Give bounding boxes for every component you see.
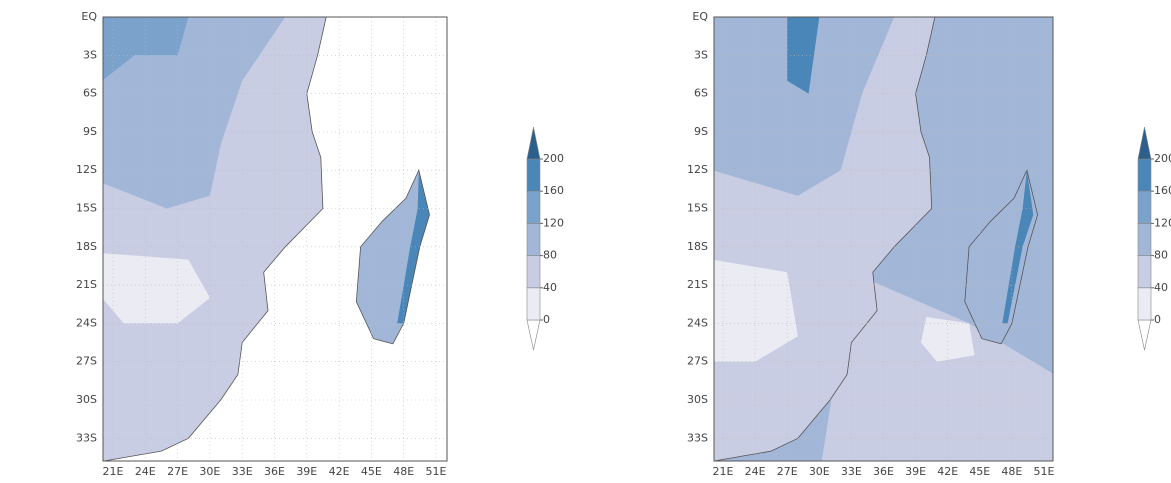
lat-label: 15S bbox=[76, 202, 97, 215]
lon-label: 27E bbox=[777, 465, 798, 478]
colorbar-over bbox=[1138, 127, 1151, 159]
colorbar-label: 120 bbox=[543, 216, 564, 229]
lon-label: 30E bbox=[199, 465, 220, 478]
lon-label: 36E bbox=[264, 465, 285, 478]
lon-label: 45E bbox=[969, 465, 990, 478]
colorbar-label: 40 bbox=[1154, 281, 1168, 294]
map-figure: 21E 24E 27E 30E 33E 36E 39E 42E 45E 48E 51E EQ 3S 6S 9… bbox=[0, 0, 1171, 483]
colorbar-segment bbox=[527, 191, 540, 223]
colorbar-segment bbox=[527, 159, 540, 191]
colorbar-label: 200 bbox=[543, 152, 564, 165]
lat-label: 27S bbox=[687, 355, 708, 368]
colorbar: 0 40 80 120 160 200 bbox=[1138, 127, 1171, 350]
lat-label: 6S bbox=[83, 87, 97, 100]
colorbar-segment bbox=[1138, 191, 1151, 223]
lat-label: 9S bbox=[694, 125, 708, 138]
colorbar-segment bbox=[527, 223, 540, 255]
lon-label: 30E bbox=[809, 465, 830, 478]
colorbar-segment bbox=[1138, 288, 1151, 320]
colorbar-segment bbox=[527, 288, 540, 320]
lon-label: 21E bbox=[713, 465, 734, 478]
lat-label: 9S bbox=[83, 125, 97, 138]
map-panel: 21E 24E 27E 30E 33E 36E 39E 42E 45E 48E 51E EQ 3S 6S 9… bbox=[687, 10, 1171, 478]
lon-label: 33E bbox=[232, 465, 253, 478]
colorbar-label: 40 bbox=[543, 281, 557, 294]
lat-label: 30S bbox=[687, 393, 708, 406]
lon-label: 51E bbox=[426, 465, 447, 478]
lat-label: 33S bbox=[76, 431, 97, 444]
lat-label: 6S bbox=[694, 87, 708, 100]
map-area bbox=[712, 17, 1054, 477]
colorbar-segment bbox=[1138, 223, 1151, 255]
colorbar-label: 160 bbox=[543, 184, 564, 197]
lat-label: 24S bbox=[687, 316, 708, 329]
map-area bbox=[102, 17, 447, 461]
colorbar-under bbox=[527, 320, 540, 350]
lat-label: 15S bbox=[687, 202, 708, 215]
lat-label: 27S bbox=[76, 355, 97, 368]
lat-label: 30S bbox=[76, 393, 97, 406]
colorbar-label: 0 bbox=[543, 313, 550, 326]
colorbar: 0 40 80 120 160 200 bbox=[527, 127, 564, 350]
lat-label: 12S bbox=[687, 163, 708, 176]
colorbar-label: 80 bbox=[543, 249, 557, 262]
lat-label: 18S bbox=[76, 240, 97, 253]
lat-label: EQ bbox=[692, 10, 708, 23]
colorbar-label: 0 bbox=[1154, 313, 1161, 326]
lon-label: 51E bbox=[1034, 465, 1055, 478]
lon-label: 33E bbox=[841, 465, 862, 478]
colorbar-label: 80 bbox=[1154, 249, 1168, 262]
colorbar-segment bbox=[1138, 159, 1151, 191]
lon-label: 48E bbox=[1001, 465, 1022, 478]
lon-label: 36E bbox=[873, 465, 894, 478]
lon-label: 45E bbox=[361, 465, 382, 478]
colorbar-label: 160 bbox=[1154, 184, 1171, 197]
lon-label: 27E bbox=[167, 465, 188, 478]
lon-label: 39E bbox=[296, 465, 317, 478]
lon-label: 24E bbox=[745, 465, 766, 478]
lat-label: 21S bbox=[76, 278, 97, 291]
colorbar-over bbox=[527, 127, 540, 159]
lat-label: 12S bbox=[76, 163, 97, 176]
colorbar-label: 120 bbox=[1154, 216, 1171, 229]
map-panel: 21E 24E 27E 30E 33E 36E 39E 42E 45E 48E 51E EQ 3S 6S 9… bbox=[76, 10, 564, 478]
lon-label: 39E bbox=[905, 465, 926, 478]
lat-label: 21S bbox=[687, 278, 708, 291]
lat-label: 18S bbox=[687, 240, 708, 253]
lat-label: EQ bbox=[81, 10, 97, 23]
lat-label: 3S bbox=[694, 48, 708, 61]
colorbar-segment bbox=[1138, 256, 1151, 288]
lon-label: 48E bbox=[393, 465, 414, 478]
colorbar-label: 200 bbox=[1154, 152, 1171, 165]
lat-label: 3S bbox=[83, 48, 97, 61]
lon-label: 21E bbox=[103, 465, 124, 478]
lon-label: 24E bbox=[135, 465, 156, 478]
lon-label: 42E bbox=[937, 465, 958, 478]
colorbar-segment bbox=[527, 256, 540, 288]
colorbar-under bbox=[1138, 320, 1151, 350]
lat-label: 24S bbox=[76, 316, 97, 329]
lon-label: 42E bbox=[329, 465, 350, 478]
lat-label: 33S bbox=[687, 431, 708, 444]
